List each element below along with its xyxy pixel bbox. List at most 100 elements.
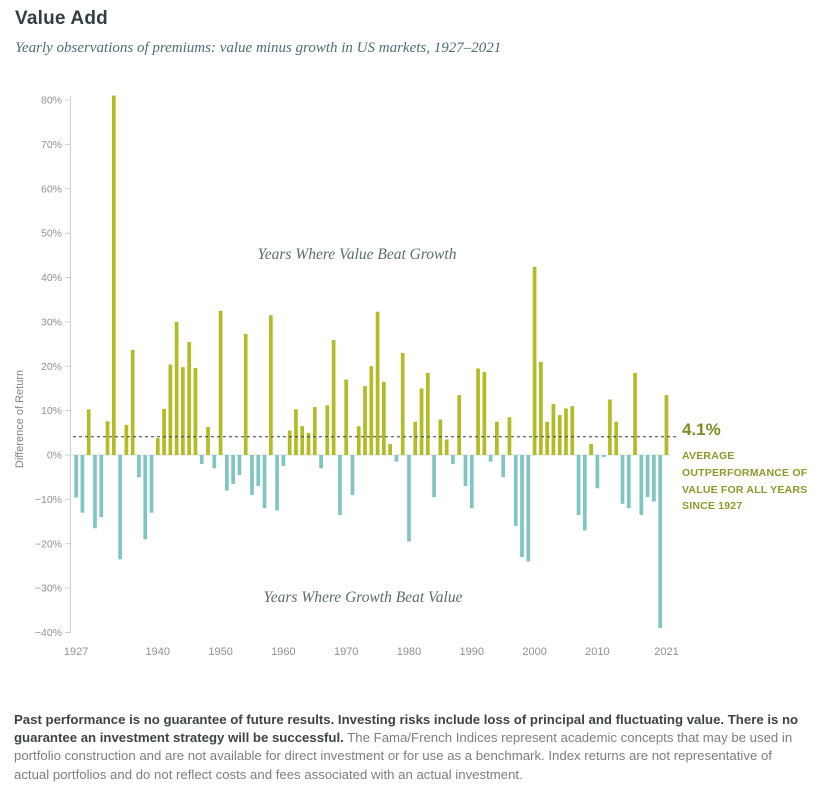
bar-1992 [482, 372, 487, 455]
y-tick-label: 10% [41, 405, 62, 417]
bar-1995 [501, 455, 506, 478]
bar-1959 [275, 455, 279, 511]
bar-1983 [425, 372, 430, 455]
bar-2012 [608, 399, 612, 455]
bar-2004 [557, 415, 562, 455]
bar-1999 [526, 455, 531, 562]
x-tick-label-2010: 2010 [585, 646, 609, 658]
x-tick-label-1980: 1980 [397, 646, 421, 658]
bar-1991 [476, 368, 480, 455]
disclosure-text: Past performance is no guarantee of futu… [14, 711, 800, 784]
bar-1981 [413, 421, 418, 455]
bar-2003 [551, 403, 556, 455]
bar-1965 [312, 407, 317, 455]
x-tick-label-1927: 1927 [64, 646, 88, 658]
bar-1938 [143, 455, 148, 540]
bar-1935 [124, 424, 129, 455]
bar-1958 [268, 315, 273, 455]
bar-1966 [319, 455, 323, 469]
value-premium-bar-chart: 80% 70% 60% 50% 40% 30% 20% 10% 0% −10% −20% −30% −4… [35, 95, 679, 659]
bar-2008 [582, 455, 587, 531]
bar-2005 [564, 408, 568, 455]
y-tick-label: 30% [41, 316, 62, 328]
bar-1987 [451, 455, 455, 464]
bar-1940 [155, 438, 160, 455]
y-tick-label: 60% [41, 183, 62, 195]
bar-1994 [495, 421, 499, 455]
bar-1968 [331, 340, 336, 455]
average-value-label: 4.1% [682, 420, 721, 439]
bar-1989 [463, 455, 468, 487]
bar-2011 [601, 455, 606, 458]
bar-1990 [469, 455, 474, 509]
annotation-growth-beat-value: Years Where Growth Beat Value [263, 589, 463, 606]
average-caption: AVERAGE OUTPERFORMANCE OF VALUE FOR ALL … [682, 450, 808, 513]
average-annotation: 4.1% AVERAGE OUTPERFORMANCE OF VALUE FOR… [682, 420, 812, 515]
x-tick-label-1940: 1940 [146, 646, 170, 658]
annotation-value-beat-growth: Years Where Value Beat Growth [257, 246, 457, 263]
bar-2018 [645, 455, 650, 498]
bar-1929 [86, 409, 91, 455]
bar-1932 [105, 421, 110, 455]
disclosure-regular: The Fama/French Indices represent academ… [14, 730, 793, 782]
y-tick-label: 40% [41, 272, 62, 284]
bar-1962 [294, 409, 298, 455]
bar-2020 [658, 455, 663, 629]
bar-1927 [74, 455, 78, 498]
bar-2007 [576, 455, 581, 515]
chart-subtitle: Yearly observations of premiums: value m… [15, 40, 502, 56]
bar-2002 [545, 421, 549, 455]
bar-2001 [539, 361, 543, 455]
bar-1928 [80, 455, 85, 513]
bar-1963 [300, 426, 305, 455]
y-tick-label: 20% [41, 361, 62, 373]
bar-2015 [626, 455, 631, 509]
bar-1955 [250, 455, 254, 495]
bar-2017 [639, 455, 644, 515]
bar-1969 [338, 455, 342, 515]
bar-1946 [193, 368, 198, 455]
y-tick-label: −40% [35, 627, 62, 639]
y-tick-label: 70% [41, 139, 62, 151]
bar-1957 [262, 455, 267, 509]
bar-2006 [570, 406, 575, 455]
bar-1948 [206, 427, 210, 455]
bar-2013 [614, 421, 619, 455]
y-tick-label: −30% [35, 583, 62, 595]
bar-2009 [589, 443, 593, 455]
bar-1986 [444, 439, 449, 455]
bar-1936 [130, 349, 135, 455]
bar-1930 [93, 455, 97, 529]
bar-2000 [532, 266, 537, 455]
bar-1942 [168, 364, 173, 455]
x-tick-label-1960: 1960 [271, 646, 295, 658]
bar-1937 [137, 455, 141, 478]
bar-1950 [218, 310, 223, 455]
x-tick-label-1990: 1990 [460, 646, 484, 658]
bar-1960 [281, 455, 286, 467]
bar-1979 [400, 352, 405, 455]
bar-1974 [369, 366, 374, 455]
bar-1982 [419, 388, 424, 455]
bar-1961 [287, 430, 292, 455]
bar-1941 [162, 408, 166, 455]
bar-1934 [118, 455, 122, 560]
bar-1949 [212, 455, 217, 469]
bar-1945 [187, 341, 192, 455]
bar-2010 [595, 455, 600, 489]
bar-1978 [394, 455, 399, 462]
bar-1970 [344, 379, 349, 455]
x-tick-label-1970: 1970 [334, 646, 358, 658]
bar-1953 [237, 455, 242, 475]
bar-1952 [231, 455, 235, 484]
bar-1967 [325, 405, 330, 455]
bar-1972 [356, 426, 361, 455]
bar-1951 [225, 455, 229, 491]
bar-1973 [363, 386, 367, 455]
bar-1947 [199, 455, 204, 464]
y-tick-label: 50% [41, 228, 62, 240]
bar-1975 [375, 311, 380, 455]
bar-1977 [388, 443, 392, 455]
x-tick-label-2000: 2000 [522, 646, 546, 658]
